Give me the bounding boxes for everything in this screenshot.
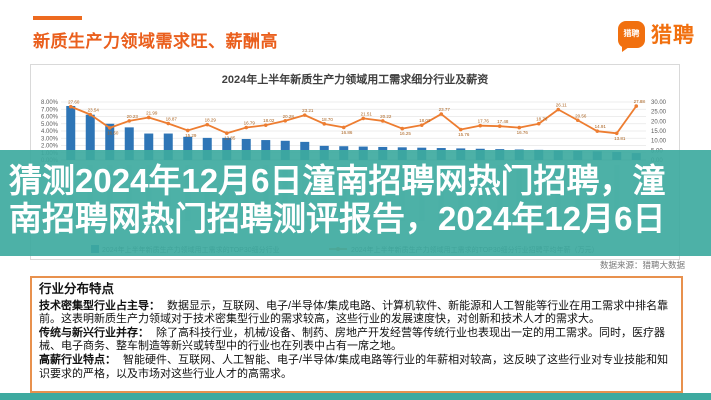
liepin-bubble-icon: 猎聘 xyxy=(618,20,645,52)
svg-text:18.76: 18.76 xyxy=(536,117,548,122)
svg-text:20.28: 20.28 xyxy=(283,114,295,119)
analysis-paragraph: 技术密集型行业占主导： 数据显示，互联网、电子/半导体/集成电路、计算机软件、新能… xyxy=(39,300,674,327)
svg-text:16.60: 16.60 xyxy=(107,130,119,135)
svg-text:14.91: 14.91 xyxy=(595,124,607,129)
svg-text:20.56: 20.56 xyxy=(575,113,587,118)
liepin-logo: 猎聘 猎聘 xyxy=(618,19,695,52)
paragraph-text: 智能硬件、互联网、人工智能、电子/半导体/集成电路等行业的年薪相对较高，这反映了… xyxy=(39,354,669,380)
svg-text:26.11: 26.11 xyxy=(556,103,567,108)
svg-text:15.29: 15.29 xyxy=(185,133,197,138)
svg-text:23.77: 23.77 xyxy=(439,107,451,112)
svg-text:23.21: 23.21 xyxy=(302,108,314,113)
svg-text:18.02: 18.02 xyxy=(419,118,431,123)
svg-text:3.00%: 3.00% xyxy=(41,136,59,142)
svg-text:27.88: 27.88 xyxy=(634,99,646,104)
logo-brand-text: 猎聘 xyxy=(651,24,695,47)
svg-text:7.00%: 7.00% xyxy=(41,107,59,113)
svg-text:16.86: 16.86 xyxy=(341,130,353,135)
header-accent-bar xyxy=(33,16,82,20)
paragraph-lead: 高薪行业特点： xyxy=(39,354,116,366)
chart-title: 2024年上半年新质生产力领域用工需求细分行业及薪资 xyxy=(221,74,489,86)
svg-text:13.85: 13.85 xyxy=(224,136,236,141)
analysis-paragraph: 传统与新兴行业并存： 除了高科技行业，机械/设备、制药、房地产开发经营等传统行业也… xyxy=(39,327,674,354)
paragraph-text: 数据显示，互联网、电子/半导体/集成电路、计算机软件、新能源和人工智能等行业在用… xyxy=(39,299,669,326)
data-source-note: 数据来源：猎聘大数据 xyxy=(599,260,685,270)
svg-text:30.00: 30.00 xyxy=(651,100,667,106)
svg-text:18.70: 18.70 xyxy=(322,117,334,122)
svg-text:17.76: 17.76 xyxy=(478,119,490,124)
svg-text:20.00: 20.00 xyxy=(651,119,667,125)
overlay-title: 猜测2024年12月6日潼南招聘网热门招聘，潼 南招聘网热门招聘测评报告，202… xyxy=(0,162,711,238)
svg-text:13.81: 13.81 xyxy=(614,136,626,141)
svg-text:6.00%: 6.00% xyxy=(41,115,59,121)
svg-text:18.87: 18.87 xyxy=(166,117,178,122)
svg-text:10.00: 10.00 xyxy=(651,139,667,145)
analysis-heading: 行业分布特点 xyxy=(39,282,115,296)
svg-text:20.23: 20.23 xyxy=(127,114,139,119)
paragraph-lead: 技术密集型行业占主导： xyxy=(39,299,160,312)
svg-text:23.54: 23.54 xyxy=(88,107,100,112)
bottom-accent-strip xyxy=(0,393,711,400)
svg-text:27.60: 27.60 xyxy=(68,100,80,105)
svg-text:15.76: 15.76 xyxy=(458,132,470,137)
svg-text:18.29: 18.29 xyxy=(205,118,217,123)
svg-text:16.25: 16.25 xyxy=(400,131,412,136)
overlay-title-line2: 南招聘网热门招聘测评报告，2024年12月6日 xyxy=(9,200,666,237)
svg-text:4.00%: 4.00% xyxy=(41,129,59,135)
svg-text:16.79: 16.79 xyxy=(244,121,256,126)
svg-text:21.51: 21.51 xyxy=(361,111,373,116)
overlay-title-line1: 猜测2024年12月6日潼南招聘网热门招聘，潼 xyxy=(9,162,666,199)
paragraph-lead: 传统与新兴行业并存： xyxy=(39,326,149,339)
overlay-banner xyxy=(0,150,711,256)
svg-text:2.00%: 2.00% xyxy=(41,144,59,150)
svg-text:8.00%: 8.00% xyxy=(41,100,59,106)
analysis-box: 行业分布特点 技术密集型行业占主导： 数据显示，互联网、电子/半导体/集成电路、计… xyxy=(30,276,683,393)
svg-text:20.22: 20.22 xyxy=(380,114,392,119)
svg-text:15.00: 15.00 xyxy=(651,129,667,135)
svg-text:21.99: 21.99 xyxy=(146,110,158,115)
analysis-paragraph: 高薪行业特点： 智能硬件、互联网、人工智能、电子/半导体/集成电路等行业的年薪相对… xyxy=(39,354,674,381)
svg-text:18.02: 18.02 xyxy=(263,118,275,123)
page-title: 新质生产力领域需求旺、薪酬高 xyxy=(33,32,278,51)
svg-text:5.00%: 5.00% xyxy=(41,122,59,128)
svg-text:16.76: 16.76 xyxy=(517,130,529,135)
svg-text:17.48: 17.48 xyxy=(497,119,509,124)
page-header: 新质生产力领域需求旺、薪酬高 猎聘 猎聘 xyxy=(0,0,711,62)
svg-text:25.00: 25.00 xyxy=(651,110,667,116)
paragraph-text: 除了高科技行业，机械/设备、制药、房地产开发经营等传统行业也表现出一定的用工需求… xyxy=(39,326,666,353)
